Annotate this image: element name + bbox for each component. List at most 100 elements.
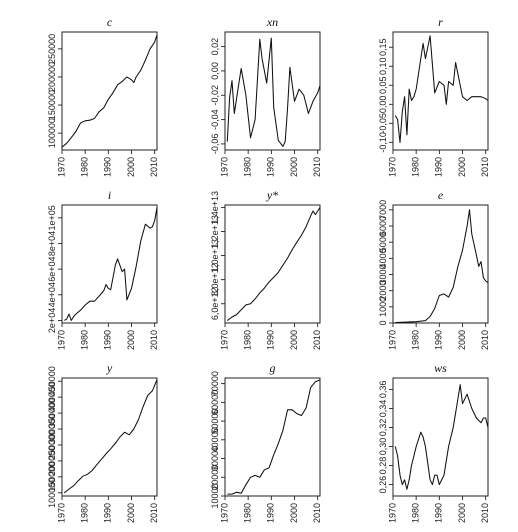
- y-tick-label: 250000: [47, 430, 57, 460]
- series-line: [394, 35, 489, 143]
- series-line: [227, 379, 321, 495]
- y-tick-label: 70000: [210, 371, 220, 396]
- y-tick-label: 10000: [210, 483, 220, 508]
- y-tick-label: 1,0e+13: [210, 239, 220, 272]
- y-tick-label: 150000: [47, 90, 57, 120]
- x-tick-label: 1970: [219, 157, 229, 177]
- chart-svg-6: y 100000150000200000250000300000350000400…: [47, 361, 159, 523]
- y-tick-label: -0,06: [210, 134, 220, 155]
- x-tick-label: 2000: [126, 330, 136, 350]
- chart-title: ws: [434, 361, 447, 375]
- x-tick-label: 1970: [56, 330, 66, 350]
- y-tick-label: 0,32: [378, 419, 388, 437]
- chart-svg-1: xn -0,06 -0,04 -0,02 0,00 0,02 1970 1980 1990 200…: [210, 15, 322, 177]
- y-tick-label: -0,10: [378, 132, 388, 153]
- y-tick-label: 1,2e+13: [210, 215, 220, 248]
- x-tick-label: 1990: [266, 503, 276, 523]
- x-tick-label: 1980: [411, 330, 421, 350]
- y-tick-label: 250000: [47, 34, 57, 64]
- chart-svg-8: ws 0,260,280,300,320,340,36 1970 1980 1990 20…: [378, 361, 490, 523]
- x-tick-label: 1970: [387, 503, 397, 523]
- series-line: [226, 207, 321, 322]
- chart-panel-8: ws 0,26 0,28 0,30 0,32 0,34 0,36 1970 1980 1990 20…: [338, 360, 503, 532]
- chart-panel-5: e 0 1000 2000 3000 4000 5000 6000 7000 1970 1980 19…: [338, 187, 503, 359]
- y-tick-label: 6,0e+12: [210, 287, 220, 320]
- y-tick-label: 2000: [378, 281, 388, 301]
- chart-title: c: [107, 15, 113, 29]
- x-tick-label: 2000: [289, 503, 299, 523]
- x-tick-label: 1970: [387, 157, 397, 177]
- y-tick-label: 0,34: [378, 400, 388, 418]
- series-line: [395, 209, 489, 324]
- plot-frame: [224, 31, 321, 151]
- x-tick-label: 2010: [312, 503, 322, 523]
- x-tick-label: 2000: [289, 157, 299, 177]
- y-tick-label: 400000: [47, 382, 57, 412]
- y-tick-label: 2e+04: [47, 308, 57, 333]
- chart-title: y: [106, 361, 113, 375]
- chart-panel-7: g 10000 20000 30000 40000 50000 60000 70000 1970…: [170, 360, 335, 532]
- y-tick-label: 20000: [210, 465, 220, 490]
- y-tick-label: 8,0e+12: [210, 263, 220, 296]
- y-tick-label: 0,36: [378, 381, 388, 399]
- x-tick-label: 2000: [457, 157, 467, 177]
- y-tick-label: -0,02: [210, 85, 220, 106]
- y-tick-label: 0,00: [210, 62, 220, 80]
- y-tick-label: 4e+04: [47, 282, 57, 307]
- chart-title: i: [108, 188, 111, 202]
- y-tick-label: 0,15: [378, 38, 388, 56]
- series-line: [394, 384, 489, 490]
- chart-panel-4: y* 6,0e+12 8,0e+12 1,0e+13 1,2e+13 1,4e+13 197…: [170, 187, 335, 359]
- x-tick-label: 1990: [434, 157, 444, 177]
- x-tick-label: 2010: [149, 330, 159, 350]
- x-tick-label: 2010: [149, 503, 159, 523]
- x-tick-label: 1990: [103, 503, 113, 523]
- y-tick-label: 100000: [47, 118, 57, 148]
- plot-frame: [61, 204, 158, 324]
- plot-frame: [61, 377, 158, 497]
- y-tick-label: 350000: [47, 398, 57, 428]
- y-tick-label: 0: [378, 320, 388, 325]
- y-tick-label: 0,02: [210, 38, 220, 56]
- y-tick-label: 0,00: [378, 96, 388, 114]
- x-tick-label: 1970: [56, 157, 66, 177]
- x-tick-label: 1970: [387, 330, 397, 350]
- plot-frame: [224, 377, 321, 497]
- y-tick-label: 0,28: [378, 457, 388, 475]
- y-tick-label: 450000: [47, 366, 57, 396]
- x-tick-label: 1980: [80, 157, 90, 177]
- chart-panel-3: i 2e+04 4e+04 6e+04 8e+04 1e+05 1970 1980 1990 20…: [7, 187, 172, 359]
- chart-panel-1: xn -0,06 -0,04 -0,02 0,00 0,02 1970 1980 1990 200…: [170, 14, 335, 186]
- x-tick-label: 2010: [312, 330, 322, 350]
- y-tick-label: 8e+04: [47, 231, 57, 256]
- chart-title: g: [270, 361, 276, 375]
- x-tick-label: 1990: [266, 330, 276, 350]
- x-tick-label: 1980: [243, 503, 253, 523]
- plot-frame: [224, 204, 321, 324]
- x-tick-label: 1970: [219, 330, 229, 350]
- y-tick-label: 5000: [378, 232, 388, 252]
- y-tick-label: -0,04: [210, 109, 220, 130]
- chart-title: y*: [266, 188, 278, 202]
- x-tick-label: 1980: [243, 157, 253, 177]
- x-tick-label: 2010: [480, 330, 490, 350]
- y-tick-label: -0,05: [378, 113, 388, 134]
- chart-panel-0: c 100000 150000 200000 250000 1970 1980 1990 200…: [7, 14, 172, 186]
- chart-panel-6: y 100000 150000 200000 250000 300000 350000 400…: [7, 360, 172, 532]
- plot-frame: [392, 377, 489, 497]
- y-tick-label: 100000: [47, 478, 57, 508]
- x-tick-label: 2000: [126, 157, 136, 177]
- x-tick-label: 1970: [56, 503, 66, 523]
- series-line: [61, 34, 158, 148]
- x-tick-label: 2010: [312, 157, 322, 177]
- chart-svg-4: y* 6,0e+128,0e+121,0e+131,2e+131,4e+13 197…: [210, 188, 322, 350]
- y-tick-label: 150000: [47, 462, 57, 492]
- y-tick-label: 0,30: [378, 438, 388, 456]
- chart-title: r: [438, 15, 443, 29]
- chart-title: e: [438, 188, 444, 202]
- x-tick-label: 1980: [411, 157, 421, 177]
- x-tick-label: 2010: [480, 503, 490, 523]
